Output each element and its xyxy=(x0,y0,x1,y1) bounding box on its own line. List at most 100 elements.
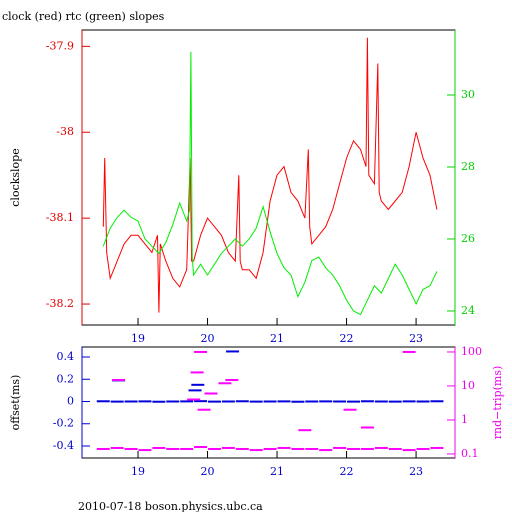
y-tick-label: 0.4 xyxy=(57,350,75,363)
y-tick-label: -0.4 xyxy=(53,439,74,452)
y-axis-label: offset(ms) xyxy=(9,375,22,431)
data-point xyxy=(96,447,110,450)
footer: 2010-07-18 boson.physics.ubc.ca xyxy=(78,500,263,512)
data-point xyxy=(187,398,201,401)
data-point xyxy=(207,447,221,450)
data-point xyxy=(124,447,138,450)
data-point xyxy=(305,400,319,403)
data-point xyxy=(360,400,374,403)
data-point xyxy=(190,371,204,374)
y2-tick-label: 30 xyxy=(461,88,475,101)
data-point xyxy=(138,449,152,452)
data-point xyxy=(225,378,239,381)
data-point xyxy=(152,446,166,449)
y2-tick-label: 26 xyxy=(461,232,475,245)
y2-tick-label: 100 xyxy=(461,345,482,358)
y2-tick-label: 28 xyxy=(461,160,475,173)
x-tick-label: 20 xyxy=(201,465,215,478)
data-point xyxy=(226,350,240,353)
series-line xyxy=(102,51,438,316)
data-point xyxy=(402,350,416,353)
data-point xyxy=(343,408,357,411)
y2-tick-label: 24 xyxy=(461,304,475,317)
data-point xyxy=(249,400,263,403)
x-tick-label: 22 xyxy=(340,332,354,345)
y2-tick-label: 1 xyxy=(461,413,468,426)
data-point xyxy=(138,400,152,403)
data-point xyxy=(112,378,126,381)
data-point xyxy=(360,447,374,450)
data-point xyxy=(124,400,138,403)
y-tick-label: -38.2 xyxy=(46,297,74,310)
data-point xyxy=(152,400,166,403)
data-point xyxy=(235,400,249,403)
data-point xyxy=(298,429,312,432)
data-point xyxy=(96,400,110,403)
data-point xyxy=(166,400,180,403)
data-point xyxy=(194,400,208,403)
x-tick-label: 21 xyxy=(270,465,284,478)
data-point xyxy=(277,446,291,449)
data-point xyxy=(402,400,416,403)
data-point xyxy=(333,446,347,449)
data-point xyxy=(416,400,430,403)
data-point xyxy=(235,447,249,450)
x-tick-label: 22 xyxy=(340,465,354,478)
data-point xyxy=(291,400,305,403)
data-point xyxy=(110,446,124,449)
data-point xyxy=(319,400,333,403)
data-point xyxy=(110,400,124,403)
data-point xyxy=(204,392,218,395)
data-point xyxy=(221,400,235,403)
x-tick-label: 23 xyxy=(409,332,423,345)
data-point xyxy=(194,350,208,353)
data-point xyxy=(180,400,194,403)
data-point xyxy=(347,400,361,403)
data-point xyxy=(333,400,347,403)
data-point xyxy=(249,449,263,452)
data-point xyxy=(416,447,430,450)
y2-axis-label: rnd−trip(ms) xyxy=(491,366,504,440)
y-tick-label: -38 xyxy=(56,125,74,138)
x-tick-label: 23 xyxy=(409,465,423,478)
y-tick-label: 0.2 xyxy=(57,372,75,385)
x-tick-label: 21 xyxy=(270,332,284,345)
y-tick-label: 0 xyxy=(67,394,74,407)
chart-title: clock (red) rtc (green) slopes xyxy=(2,10,165,23)
y-axis-label: clockslope xyxy=(9,148,22,206)
data-point xyxy=(191,383,205,386)
series-line xyxy=(102,37,438,313)
data-point xyxy=(218,382,232,385)
data-point xyxy=(263,400,277,403)
data-point xyxy=(430,446,444,449)
data-point xyxy=(388,447,402,450)
x-tick-label: 19 xyxy=(131,332,145,345)
data-point xyxy=(305,447,319,450)
y2-tick-label: 0.1 xyxy=(461,447,479,460)
data-point xyxy=(188,389,202,392)
y-tick-label: -38.1 xyxy=(46,211,74,224)
data-point xyxy=(347,447,361,450)
data-point xyxy=(221,446,235,449)
data-point xyxy=(277,400,291,403)
data-point xyxy=(291,447,305,450)
data-point xyxy=(430,400,444,403)
x-tick-label: 20 xyxy=(201,332,215,345)
data-point xyxy=(374,400,388,403)
data-point xyxy=(374,446,388,449)
y-tick-label: -37.9 xyxy=(46,39,74,52)
data-point xyxy=(263,447,277,450)
data-point xyxy=(402,449,416,452)
data-point xyxy=(207,400,221,403)
data-point xyxy=(388,400,402,403)
x-tick-label: 19 xyxy=(131,465,145,478)
y-tick-label: -0.2 xyxy=(53,417,74,430)
data-point xyxy=(194,446,208,449)
y2-tick-label: 10 xyxy=(461,379,475,392)
data-point xyxy=(197,408,211,411)
data-point xyxy=(166,447,180,450)
data-point xyxy=(180,447,194,450)
